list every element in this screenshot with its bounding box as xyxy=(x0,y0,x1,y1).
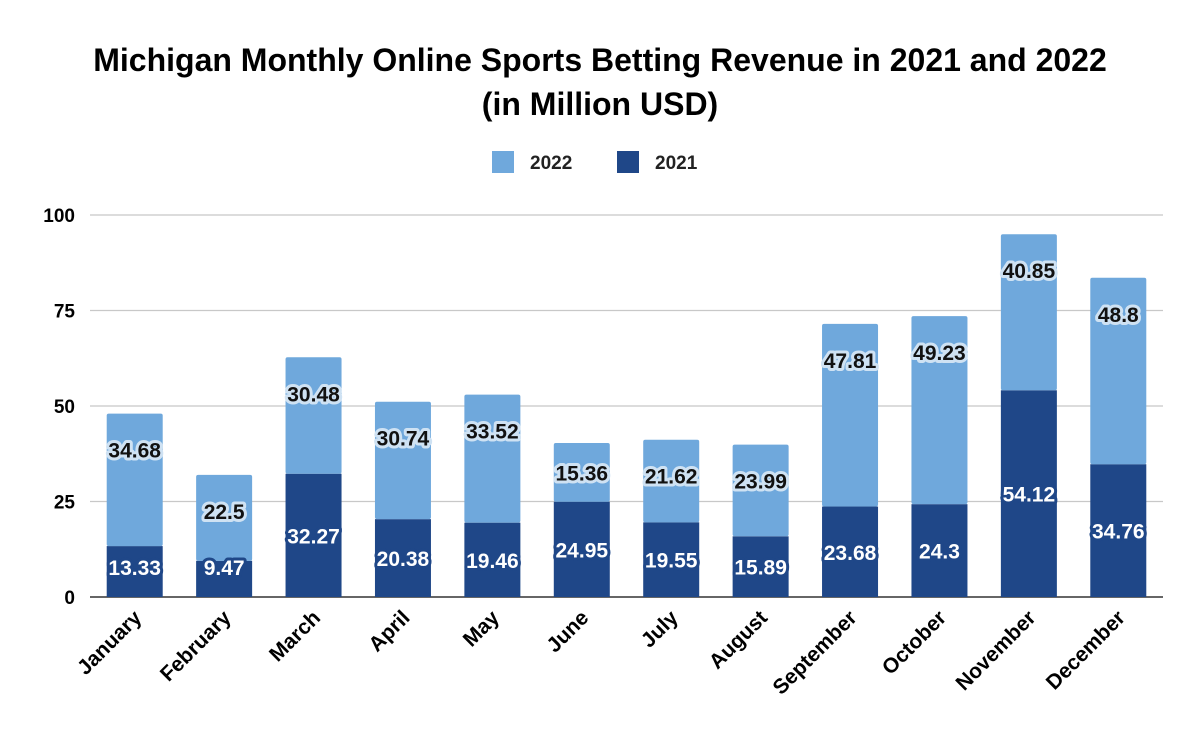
data-label: 23.99 xyxy=(734,471,787,494)
x-tick-label: December xyxy=(1042,606,1130,694)
bar-2021 xyxy=(911,504,968,597)
bar-2021 xyxy=(106,546,163,597)
x-tick-label: May xyxy=(459,606,504,651)
data-label: 34.76 xyxy=(1092,521,1145,544)
data-label: 19.46 xyxy=(466,550,519,573)
data-label: 54.12 xyxy=(1003,484,1056,507)
data-label: 22.5 xyxy=(204,501,245,524)
y-tick-label: 50 xyxy=(54,397,75,418)
bar-2021 xyxy=(196,560,253,597)
y-tick-label: 0 xyxy=(64,588,75,609)
x-tick-label: July xyxy=(637,606,683,652)
data-label: 33.52 xyxy=(466,421,519,444)
data-label: 13.33 xyxy=(108,557,161,580)
bar-2022 xyxy=(285,357,342,474)
bar-2021 xyxy=(1090,464,1147,597)
bar-2022 xyxy=(822,323,879,507)
chart-title-line2: (in Million USD) xyxy=(481,86,719,122)
x-tick-label: June xyxy=(542,606,593,657)
bar-2022 xyxy=(732,444,789,537)
data-label: 49.23 xyxy=(913,342,966,365)
bar-2021 xyxy=(285,473,342,597)
legend-swatch xyxy=(492,151,514,173)
data-label: 20.38 xyxy=(377,548,430,571)
data-label: 40.85 xyxy=(1003,260,1056,283)
data-label: 32.27 xyxy=(287,525,340,548)
data-label: 23.68 xyxy=(824,542,877,565)
x-tick-label: January xyxy=(73,606,146,679)
bar-2021 xyxy=(374,519,431,597)
data-label: 19.55 xyxy=(645,550,698,573)
bar-2021 xyxy=(553,501,610,597)
data-label: 21.62 xyxy=(645,466,698,489)
data-label: 15.36 xyxy=(556,462,609,485)
data-label: 15.89 xyxy=(734,557,787,580)
x-tick-label: October xyxy=(878,606,951,679)
bar-2022 xyxy=(464,394,521,523)
legend-label: 2022 xyxy=(530,153,572,174)
bar-2022 xyxy=(911,316,968,505)
x-tick-label: April xyxy=(364,606,414,656)
x-tick-label: September xyxy=(769,606,862,699)
data-label: 47.81 xyxy=(824,350,877,373)
data-label: 24.95 xyxy=(556,539,609,562)
y-tick-label: 100 xyxy=(43,206,75,227)
bar-2021 xyxy=(643,522,700,597)
bar-2021 xyxy=(1000,390,1057,597)
bar-2022 xyxy=(106,413,163,547)
bar-2021 xyxy=(464,522,521,597)
data-label: 9.47 xyxy=(204,557,245,580)
legend-swatch xyxy=(617,151,639,173)
y-tick-label: 25 xyxy=(54,493,76,514)
x-tick-label: February xyxy=(156,606,236,686)
data-label: 48.8 xyxy=(1098,304,1139,327)
y-tick-label: 75 xyxy=(54,302,76,323)
bar-2022 xyxy=(374,401,431,520)
bar-2022 xyxy=(1090,277,1147,465)
data-label: 24.3 xyxy=(919,541,960,564)
bar-2021 xyxy=(822,506,879,597)
chart-title-line1: Michigan Monthly Online Sports Betting R… xyxy=(93,42,1107,78)
bar-2022 xyxy=(196,474,253,561)
x-tick-label: August xyxy=(705,606,772,673)
data-label: 30.74 xyxy=(377,428,430,451)
legend-label: 2021 xyxy=(655,153,698,174)
bar-2021 xyxy=(732,536,789,597)
bar-2022 xyxy=(643,439,700,523)
x-tick-label: November xyxy=(952,606,1041,695)
data-label: 34.68 xyxy=(108,440,161,463)
bar-2022 xyxy=(1000,234,1057,391)
data-label: 30.48 xyxy=(287,383,340,406)
bar-2022 xyxy=(553,443,610,502)
chart-title: Michigan Monthly Online Sports Betting R… xyxy=(0,38,1200,126)
x-tick-label: March xyxy=(265,606,325,666)
